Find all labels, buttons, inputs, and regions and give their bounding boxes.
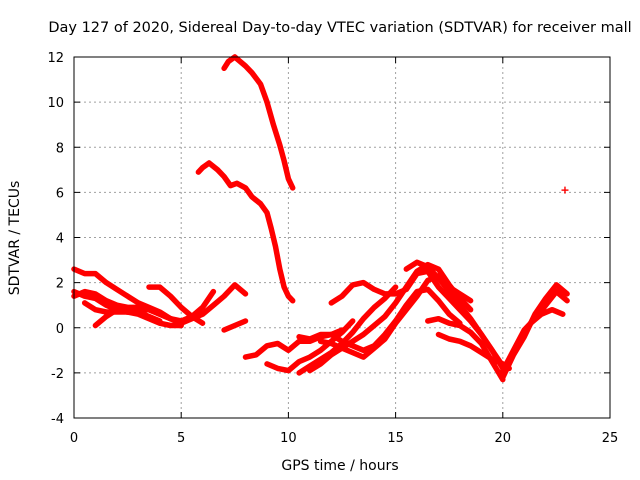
y-tick-label: -2 [51, 367, 64, 382]
x-tick-label: 15 [387, 431, 404, 446]
grid-layer [74, 57, 610, 418]
y-tick-label: 12 [47, 51, 64, 66]
data-layer [71, 54, 570, 383]
x-axis-label: GPS time / hours [281, 458, 398, 474]
data-series-arc-11 [264, 318, 356, 374]
y-tick-label: 0 [56, 322, 64, 337]
y-tick-label: 6 [56, 186, 64, 201]
data-series-arc-7 [221, 54, 296, 191]
x-tick-label: 5 [177, 431, 185, 446]
data-series-arc-12 [296, 284, 399, 376]
y-tick-label: 4 [56, 232, 64, 247]
data-series-arc-6 [146, 284, 206, 326]
data-series-arc-9 [221, 318, 249, 333]
y-tick-label: 2 [56, 277, 64, 292]
x-tick-label: 25 [602, 431, 619, 446]
chart-title: Day 127 of 2020, Sidereal Day-to-day VTE… [48, 20, 631, 36]
data-series-arc-17 [403, 259, 506, 369]
y-tick-label: 10 [47, 96, 64, 111]
x-tick-label: 20 [495, 431, 512, 446]
tick-layer: 0 5 10 15 20 25 -4 -2 0 2 4 6 8 10 12 [47, 51, 618, 446]
data-series-arc-20 [500, 282, 570, 381]
data-point-marker [561, 186, 569, 194]
x-tick-label: 0 [70, 431, 78, 446]
y-tick-label: 8 [56, 141, 64, 156]
data-series-arc-5 [92, 306, 163, 329]
data-series-arc-14 [307, 261, 474, 374]
data-series-arc-19 [435, 331, 512, 372]
data-series-arc-8 [195, 160, 296, 304]
y-tick-label: -4 [51, 412, 64, 427]
x-tick-label: 10 [280, 431, 297, 446]
y-axis-label: SDTVAR / TECUs [7, 181, 23, 296]
data-series-arc-22 [506, 306, 566, 363]
